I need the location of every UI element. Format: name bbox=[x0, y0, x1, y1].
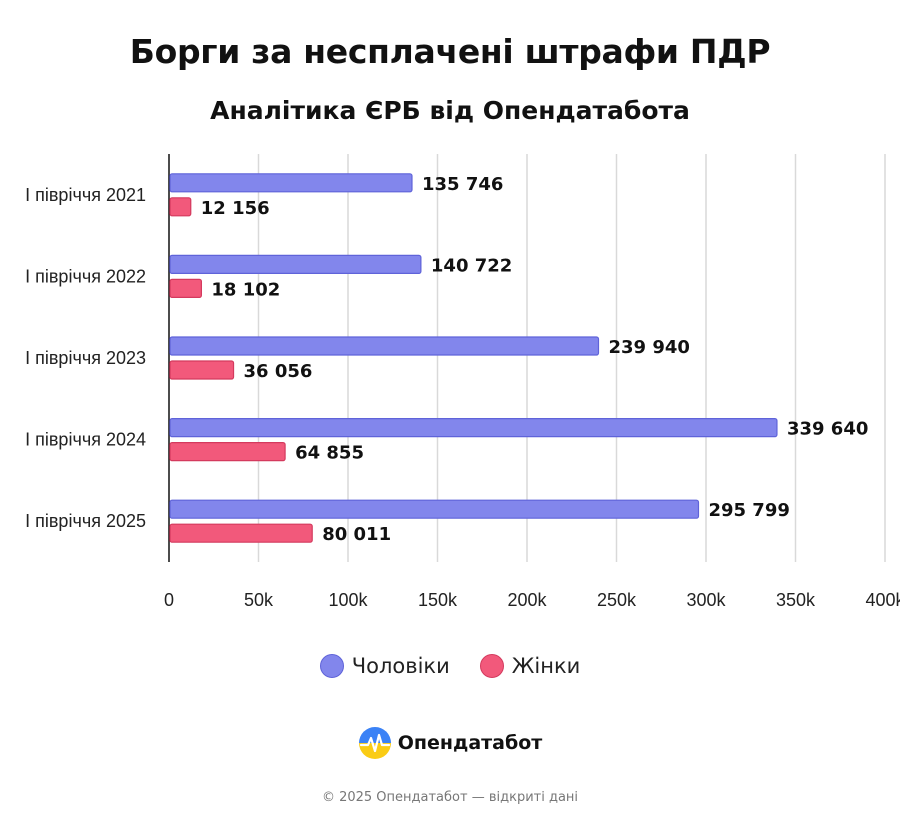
bar-women bbox=[169, 197, 192, 217]
labels: 0 50k 100k 150k 200k 250k 300k 350k 400k І півріч… bbox=[25, 174, 900, 610]
chart-title: Борги за несплачені штрафи ПДР bbox=[129, 32, 771, 71]
category-label: І півріччя 2023 bbox=[25, 348, 146, 368]
value-label: 339 640 bbox=[787, 419, 868, 440]
bar-men bbox=[169, 418, 778, 438]
value-label: 64 855 bbox=[295, 443, 364, 464]
bar-women bbox=[169, 523, 313, 543]
bar-men bbox=[169, 499, 700, 519]
bar-men bbox=[169, 254, 422, 274]
x-tick-label: 200k bbox=[507, 590, 547, 610]
value-label: 18 102 bbox=[211, 279, 280, 300]
bars bbox=[169, 173, 778, 543]
legend-swatch-men bbox=[319, 654, 344, 678]
footer-copyright: © 2025 Опендатабот — відкриті дані bbox=[321, 790, 579, 805]
brand-name: Опендатабот bbox=[397, 732, 543, 754]
x-tick-label: 250k bbox=[597, 590, 637, 610]
bar-men bbox=[169, 173, 413, 193]
legend-label-women: Жінки bbox=[511, 654, 581, 678]
category-label: І півріччя 2024 bbox=[25, 430, 146, 450]
x-tick-label: 100k bbox=[328, 590, 368, 610]
value-label: 80 011 bbox=[322, 524, 391, 545]
category-label: І півріччя 2021 bbox=[25, 185, 146, 205]
x-tick-label: 300k bbox=[686, 590, 726, 610]
x-tick-label: 400k bbox=[865, 590, 900, 610]
chart-subtitle: Аналітика ЄРБ від Опендатабота bbox=[210, 96, 690, 125]
legend-item-women: Жінки bbox=[479, 654, 581, 678]
x-tick-label: 0 bbox=[164, 590, 174, 610]
x-tick-label: 350k bbox=[776, 590, 816, 610]
bar-women bbox=[169, 442, 286, 462]
x-tick-label: 50k bbox=[244, 590, 274, 610]
bar-women bbox=[169, 360, 235, 380]
category-label: І півріччя 2022 bbox=[25, 266, 146, 286]
bar-men bbox=[169, 336, 600, 356]
value-label: 295 799 bbox=[708, 500, 789, 521]
legend-swatch-women bbox=[479, 654, 504, 678]
value-label: 140 722 bbox=[431, 255, 512, 276]
grid-lines bbox=[168, 154, 886, 562]
category-label: І півріччя 2025 bbox=[25, 511, 146, 531]
value-label: 12 156 bbox=[201, 198, 270, 219]
brand: Опендатабот bbox=[0, 726, 900, 760]
bar-women bbox=[169, 278, 203, 298]
opendatabot-logo-icon bbox=[358, 727, 391, 759]
x-tick-label: 150k bbox=[418, 590, 458, 610]
bar-chart: 0 50k 100k 150k 200k 250k 300k 350k 400k І півріч… bbox=[25, 154, 900, 610]
legend-label-men: Чоловіки bbox=[351, 654, 450, 678]
value-label: 239 940 bbox=[608, 337, 689, 358]
value-label: 135 746 bbox=[422, 174, 503, 195]
value-label: 36 056 bbox=[244, 361, 313, 382]
legend-item-men: Чоловіки bbox=[319, 654, 450, 678]
legend: Чоловіки Жінки bbox=[0, 654, 900, 678]
